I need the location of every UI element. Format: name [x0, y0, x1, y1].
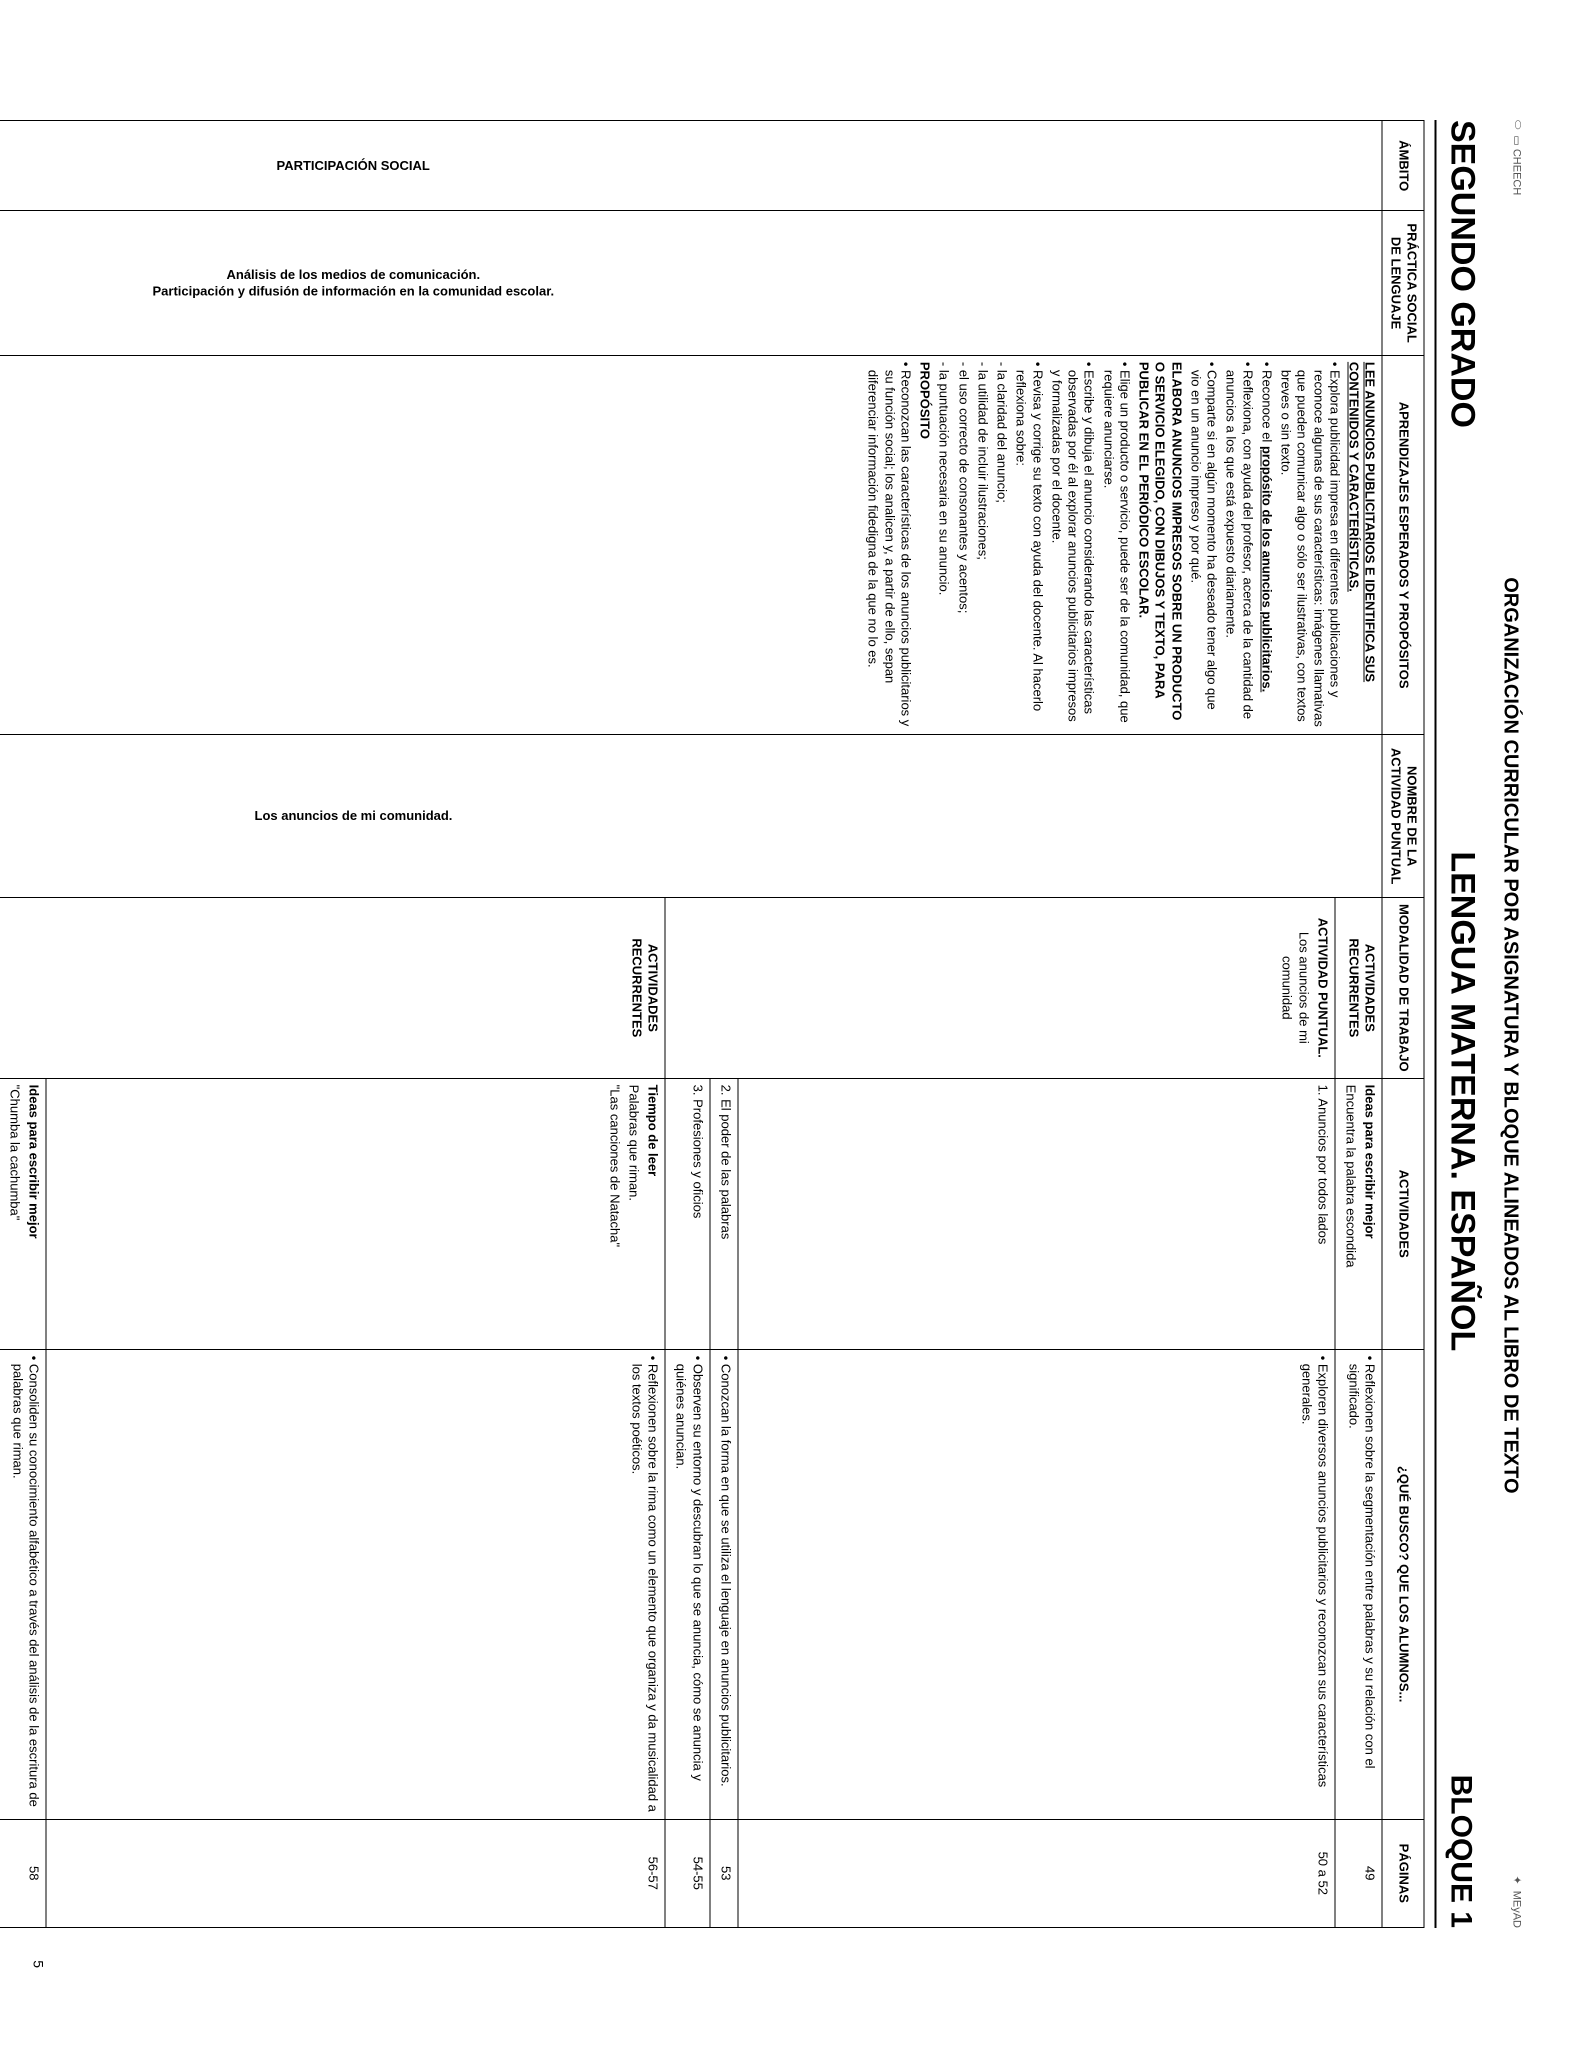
apr-b5: • Elige un producto o servicio, puede se… [1100, 362, 1133, 728]
logo-right-icon: ✦ [1510, 1876, 1523, 1885]
apr-b1: • Explora publicidad impresa en diferent… [1277, 362, 1342, 728]
apr-s3: - el uso correcto de consonantes y acent… [955, 362, 971, 728]
act-2: 2. El poder de las palabras [709, 1078, 737, 1349]
h-nombre: NOMBRE DE LA ACTIVIDAD PUNTUAL [1382, 735, 1424, 898]
curriculum-table: ÁMBITO PRÁCTICA SOCIAL DE LENGUAJE APREN… [0, 120, 1424, 1928]
logo-right-text: MEyAD [1511, 1891, 1523, 1928]
modal-0: ACTIVIDADES RECURRENTES [1335, 897, 1383, 1078]
pag-4: 56-57 [45, 1819, 664, 1927]
apr-title2: ELABORA ANUNCIOS IMPRESOS SOBRE UN PRODU… [1135, 362, 1184, 728]
pag-0: 49 [1335, 1819, 1383, 1927]
practica-cell: Análisis de los medios de comunicación. … [0, 211, 1382, 356]
h-ambito: ÁMBITO [1382, 121, 1424, 211]
logo-left: ⬭ ▭ CHEECH [1510, 120, 1523, 195]
table-row: PARTICIPACIÓN SOCIAL Análisis de los med… [1335, 121, 1383, 1928]
busco-3: • Observen su entorno y descubran lo que… [665, 1349, 710, 1819]
apr-b4: • Comparte si en algún momento ha desead… [1187, 362, 1220, 728]
practica-text: Análisis de los medios de comunicación. … [0, 267, 1378, 300]
busco-4: • Reflexionen sobre la rima como un elem… [45, 1349, 664, 1819]
h-modal: MODALIDAD DE TRABAJO [1382, 897, 1424, 1078]
grade-title: SEGUNDO GRADO [1442, 120, 1481, 428]
pag-3: 54-55 [665, 1819, 710, 1927]
busco-5: • Consoliden su conocimiento alfabético … [0, 1349, 45, 1819]
busco-2: • Conozcan la forma en que se utiliza el… [709, 1349, 737, 1819]
logo-text-left: ▭ CHEECH [1510, 135, 1523, 195]
act-5: Ideas para escribir mejor "Chumba la cac… [0, 1078, 45, 1349]
act-3: 3. Profesiones y oficios [665, 1078, 710, 1349]
ambito-text: PARTICIPACIÓN SOCIAL [0, 158, 1378, 174]
header-row: ⬭ ▭ CHEECH ORGANIZACIÓN CURRICULAR POR A… [1497, 120, 1523, 1928]
title-row: SEGUNDO GRADO LENGUA MATERNA. ESPAÑOL BL… [1434, 120, 1481, 1928]
h-aprend: APRENDIZAJES ESPERADOS Y PROPÓSITOS [1382, 355, 1424, 734]
act-4: Tiempo de leer Palabras que riman. "Las … [45, 1078, 664, 1349]
h-pag: PÁGINAS [1382, 1819, 1424, 1927]
apr-prop: • Reconozcan las características de los … [864, 362, 913, 728]
apr-b6: • Escribe y dibuja el anuncio consideran… [1048, 362, 1097, 728]
pag-1: 50 a 52 [737, 1819, 1334, 1927]
ambito-cell: PARTICIPACIÓN SOCIAL [0, 121, 1382, 211]
apr-b2: • Reconoce el propósito de los anuncios … [1258, 362, 1274, 728]
aprendizajes-cell: LEE ANUNCIOS PUBLICITARIOS E IDENTIFICA … [0, 355, 1382, 734]
modal-1: ACTIVIDAD PUNTUAL. Los anuncios de mi co… [665, 897, 1335, 1078]
h-practica: PRÁCTICA SOCIAL DE LENGUAJE [1382, 211, 1424, 356]
logo-right: ✦ MEyAD [1510, 1876, 1523, 1929]
nombre-text: Los anuncios de mi comunidad. [0, 808, 1378, 824]
subject-title: LENGUA MATERNA. ESPAÑOL [1442, 851, 1481, 1351]
nombre-cell: Los anuncios de mi comunidad. [0, 735, 1382, 898]
apr-s2: - la utilidad de incluir ilustraciones; [974, 362, 990, 728]
apr-b7: • Revisa y corrige su texto con ayuda de… [1012, 362, 1045, 728]
h-busco: ¿QUÉ BUSCO? QUE LOS ALUMNOS... [1382, 1349, 1424, 1819]
page-number: 5 [30, 1960, 46, 1968]
shield-icon: ⬭ [1510, 120, 1523, 129]
act-1: 1. Anuncios por todos lados [737, 1078, 1334, 1349]
busco-0: • Reflexionen sobre la segmentación entr… [1335, 1349, 1383, 1819]
apr-b3: • Reflexiona, con ayuda del profesor, ac… [1222, 362, 1255, 728]
pag-2: 53 [709, 1819, 737, 1927]
act-0: Ideas para escribir mejor Encuentra la p… [1335, 1078, 1383, 1349]
apr-s4: - la puntuación necesaria en su anuncio. [935, 362, 951, 728]
pag-5: 58 [0, 1819, 45, 1927]
block-title: BLOQUE 1 [1443, 1775, 1477, 1928]
h-activ: ACTIVIDADES [1382, 1078, 1424, 1349]
apr-s1: - la claridad del anuncio; [993, 362, 1009, 728]
header-row: ÁMBITO PRÁCTICA SOCIAL DE LENGUAJE APREN… [1382, 121, 1424, 1928]
org-title: ORGANIZACIÓN CURRICULAR POR ASIGNATURA Y… [1497, 195, 1523, 1875]
apr-title1: LEE ANUNCIOS PUBLICITARIOS E IDENTIFICA … [1345, 362, 1378, 728]
apr-prop-t: PROPÓSITO [916, 362, 932, 728]
busco-1: • Exploren diversos anuncios publicitari… [737, 1349, 1334, 1819]
modal-4: ACTIVIDADES RECURRENTES [0, 897, 665, 1078]
